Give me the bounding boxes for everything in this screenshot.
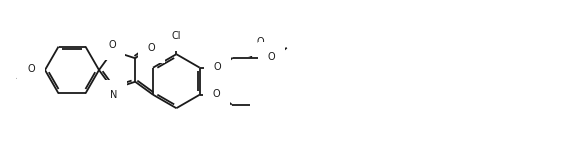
Text: O: O xyxy=(108,40,115,51)
Text: O: O xyxy=(213,89,221,99)
Text: N: N xyxy=(110,90,118,100)
Text: O: O xyxy=(27,65,35,74)
Text: O: O xyxy=(214,62,221,72)
Text: O: O xyxy=(148,43,155,53)
Text: O: O xyxy=(257,37,264,47)
Text: O: O xyxy=(268,52,276,62)
Text: Cl: Cl xyxy=(171,31,181,41)
